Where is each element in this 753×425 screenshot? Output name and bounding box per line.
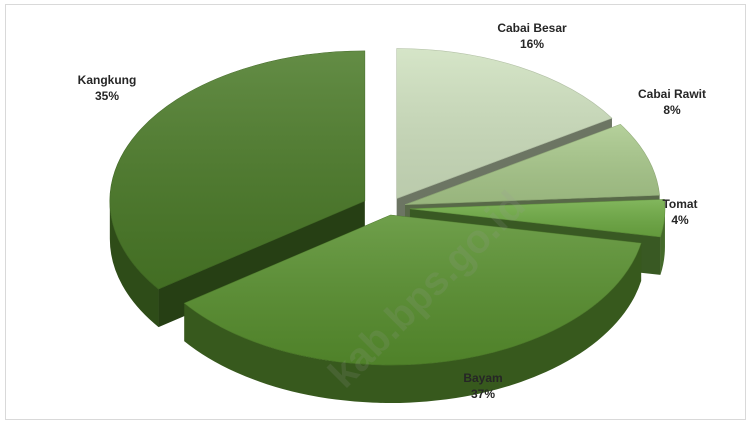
slice-value-tomat: 4%: [671, 213, 689, 227]
pie-slice-kangkung: [109, 50, 366, 328]
pie-slice-bayam: [183, 214, 642, 404]
slice-label-tomat: Tomat: [662, 197, 697, 211]
slice-value-cabai-rawit: 8%: [663, 103, 681, 117]
slice-value-bayam: 37%: [471, 387, 495, 401]
slice-value-cabai-besar: 16%: [520, 37, 544, 51]
slice-value-kangkung: 35%: [95, 89, 119, 103]
slice-label-cabai-besar: Cabai Besar: [497, 21, 567, 35]
slice-label-kangkung: Kangkung: [78, 73, 137, 87]
slice-label-cabai-rawit: Cabai Rawit: [638, 87, 706, 101]
slice-label-bayam: Bayam: [463, 371, 502, 385]
chart-frame: [5, 4, 746, 420]
